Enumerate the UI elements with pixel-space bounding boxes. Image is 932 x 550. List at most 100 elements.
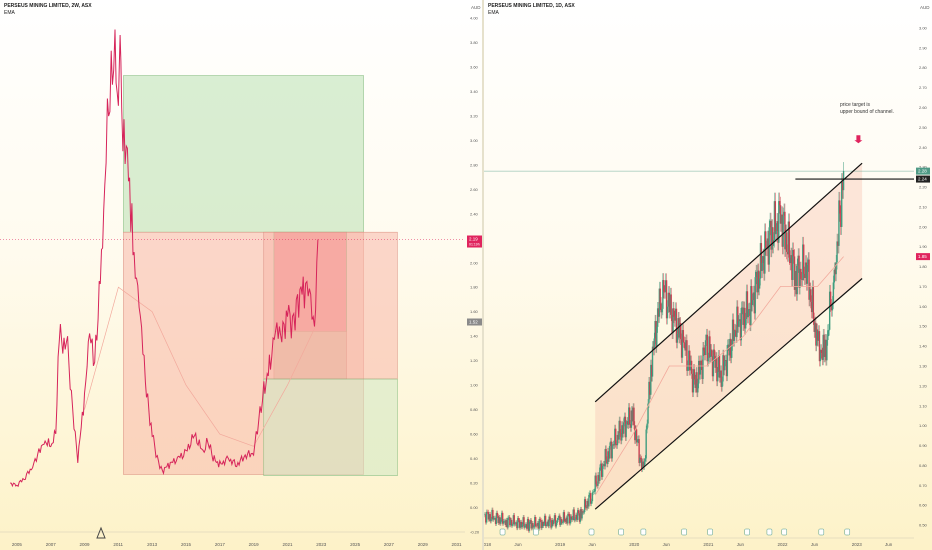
candle-body — [572, 518, 573, 520]
candle-body — [734, 330, 735, 331]
event-badge — [708, 529, 713, 535]
candle-body — [536, 526, 537, 527]
annotation-text: upper bound of channel. — [840, 109, 894, 115]
candle-body — [574, 519, 575, 520]
candle-body — [549, 517, 550, 521]
time-tick-label: 2031 — [452, 542, 463, 547]
time-tick-label: 2027 — [384, 542, 395, 547]
candle-body — [524, 526, 525, 528]
event-badge — [533, 529, 538, 535]
candle-body — [707, 358, 708, 361]
candle-body — [561, 519, 562, 522]
candle-body — [656, 327, 657, 347]
currency-label: AUD — [920, 5, 930, 10]
event-badge — [745, 529, 750, 535]
candle-body — [615, 429, 616, 444]
event-badge — [682, 529, 687, 535]
price-tick-label: 1.60 — [919, 304, 928, 309]
candle-body — [660, 289, 661, 304]
candle-body — [556, 523, 557, 527]
price-tick-label: 0.20 — [470, 481, 479, 486]
candle-body — [789, 222, 790, 258]
candle-body — [557, 520, 558, 523]
time-tick-label: 2009 — [80, 542, 91, 547]
event-badge — [819, 529, 824, 535]
candle-body — [583, 512, 584, 513]
annotation-text: price target is — [840, 102, 871, 108]
candle-body — [810, 289, 811, 302]
price-tick-label: 0.70 — [919, 483, 928, 488]
candle-body — [629, 407, 630, 424]
time-tick-label: 2015 — [181, 542, 192, 547]
price-tick-label: 1.30 — [919, 363, 928, 368]
candle-body — [701, 361, 702, 365]
candle-body — [677, 334, 678, 343]
price-tick-label: 0.50 — [919, 523, 928, 528]
price-tick-label: 3.80 — [470, 40, 479, 45]
channel-fill — [595, 163, 862, 509]
candle-body — [497, 513, 498, 516]
candle-body — [721, 382, 722, 387]
price-tick-label: 2.60 — [470, 187, 479, 192]
price-tick-label: 2.50 — [919, 125, 928, 130]
candle-body — [803, 245, 804, 274]
price-tick-label: 2.20 — [919, 185, 928, 190]
price-tick-label: 0.60 — [919, 503, 928, 508]
candle-body — [745, 319, 746, 329]
candle-body — [775, 201, 776, 234]
price-tick-label: 1.40 — [919, 344, 928, 349]
candle-body — [717, 372, 718, 381]
price-tick-label: 1.80 — [470, 285, 479, 290]
price-tick-label: 0.90 — [919, 443, 928, 448]
candle-body — [752, 300, 753, 305]
candle-body — [594, 491, 595, 492]
candle-body — [645, 429, 646, 458]
candle-body — [633, 408, 634, 426]
event-badge — [500, 529, 505, 535]
candle-body — [673, 308, 674, 317]
price-tick-label: 2.90 — [919, 45, 928, 50]
price-tick-label: 0.00 — [470, 505, 479, 510]
candle-body — [762, 263, 763, 271]
candle-body — [522, 524, 523, 527]
time-tick-label: Jun — [737, 542, 745, 547]
candle-body — [705, 340, 706, 355]
price-tick-label: 1.50 — [919, 324, 928, 329]
candle-body — [599, 468, 600, 481]
time-tick-label: 2020 — [629, 542, 640, 547]
candle-body — [512, 524, 513, 525]
candle-body — [707, 335, 708, 361]
price-chart-left[interactable]: AUD 4.00 3.80 3.60 3.40 3.20 3.00 2.80 2.60 2.40 2… — [0, 0, 482, 550]
candle-body — [553, 521, 554, 524]
candle-body — [667, 307, 668, 319]
candle-body — [663, 280, 664, 292]
candle-body — [564, 512, 565, 521]
time-tick-label: 2019 — [555, 542, 566, 547]
candle-body — [714, 350, 715, 356]
price-tick-label: 2.80 — [919, 65, 928, 70]
candle-body — [578, 510, 579, 513]
candle-body — [605, 449, 606, 460]
price-label-countdown: 01:19h — [469, 243, 480, 247]
candle-body — [503, 521, 504, 524]
candle-body — [759, 279, 760, 289]
candle-body — [539, 519, 540, 520]
candle-body — [486, 512, 487, 523]
price-tick-label: 1.10 — [919, 403, 928, 408]
price-tick-label: 2.00 — [470, 260, 479, 265]
candle-body — [518, 518, 519, 520]
candle-body — [490, 519, 491, 521]
price-tick-label: 3.40 — [470, 89, 479, 94]
time-tick-label: Jun — [514, 542, 522, 547]
candle-body — [775, 231, 776, 234]
time-tick-label: Jun — [885, 542, 893, 547]
candle-body — [612, 446, 613, 459]
candle-body — [748, 310, 749, 318]
price-tick-label: 1.80 — [919, 264, 928, 269]
candle-body — [813, 287, 814, 319]
chart-pane-left[interactable]: PERSEUS MINING LIMITED, 2W, ASX EMA AUD 4… — [0, 0, 482, 550]
candle-body — [637, 439, 638, 442]
chart-pane-right[interactable]: PERSEUS MINING LIMITED, 1D, ASX EMA pric… — [484, 0, 932, 550]
event-badge — [589, 529, 594, 535]
